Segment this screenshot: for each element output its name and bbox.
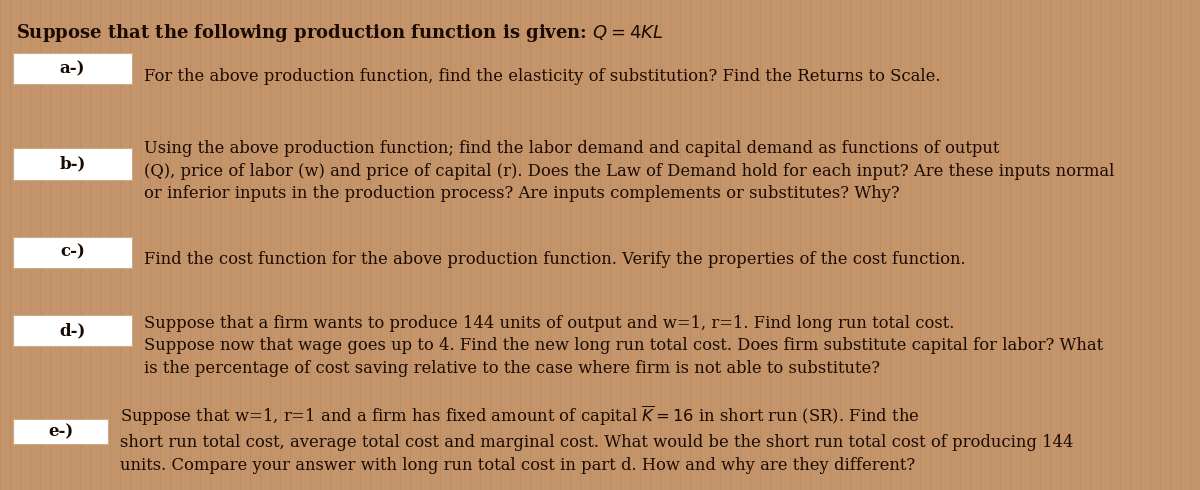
FancyBboxPatch shape	[13, 315, 132, 346]
Text: e-): e-)	[48, 423, 73, 440]
Text: c-): c-)	[60, 244, 85, 261]
Text: Find the cost function for the above production function. Verify the properties : Find the cost function for the above pro…	[144, 251, 966, 269]
Text: a-): a-)	[60, 60, 85, 77]
FancyBboxPatch shape	[13, 237, 132, 268]
FancyBboxPatch shape	[13, 148, 132, 180]
Text: Suppose that the following production function is given: $Q = 4KL$: Suppose that the following production fu…	[16, 22, 662, 44]
Text: Using the above production function; find the labor demand and capital demand as: Using the above production function; fin…	[144, 140, 1115, 202]
Text: For the above production function, find the elasticity of substitution? Find the: For the above production function, find …	[144, 68, 941, 85]
FancyBboxPatch shape	[13, 419, 108, 444]
Text: Suppose that w=1, r=1 and a firm has fixed amount of capital $\overline{K}=16$ i: Suppose that w=1, r=1 and a firm has fix…	[120, 404, 1074, 474]
Text: d-): d-)	[60, 322, 85, 339]
Text: b-): b-)	[60, 156, 85, 172]
Text: Suppose that a firm wants to produce 144 units of output and w=1, r=1. Find long: Suppose that a firm wants to produce 144…	[144, 315, 1103, 377]
FancyBboxPatch shape	[13, 53, 132, 84]
